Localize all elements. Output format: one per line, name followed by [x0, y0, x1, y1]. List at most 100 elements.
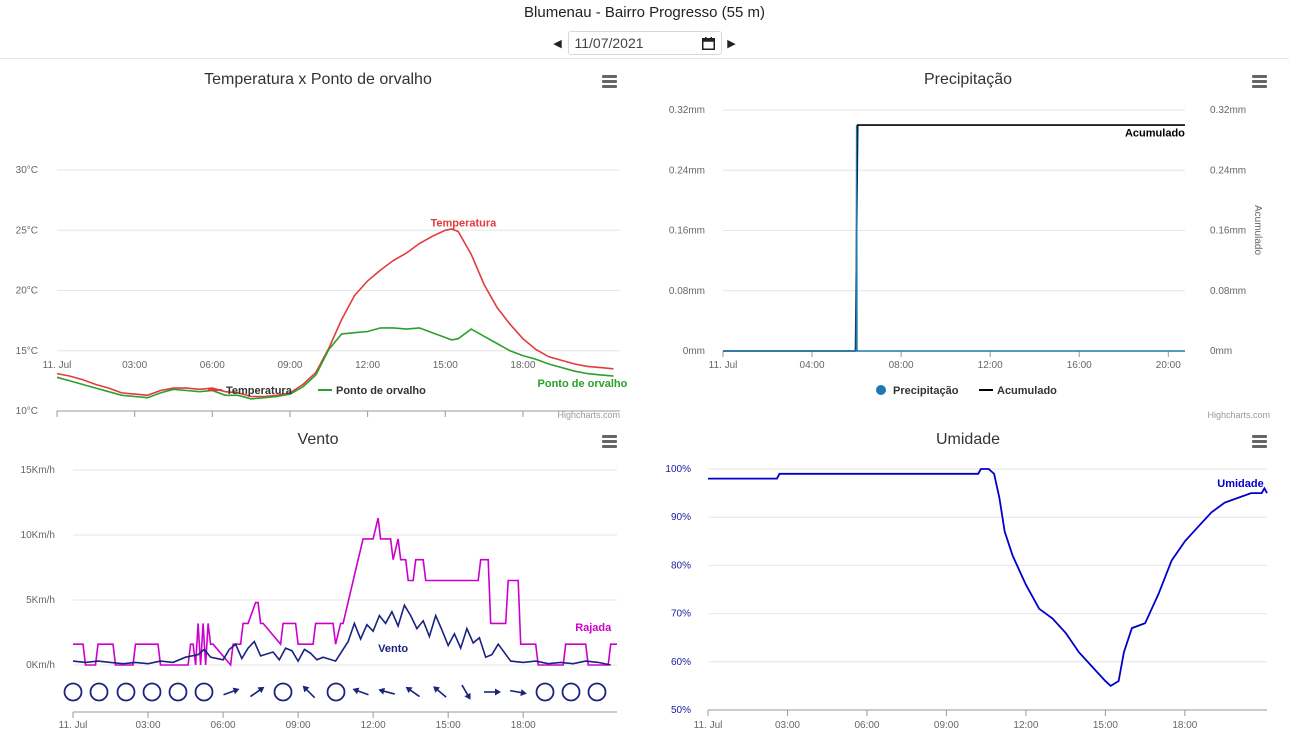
caret-right-icon[interactable]: ▶ [727, 37, 736, 50]
x-tick-label: 12:00 [355, 360, 380, 371]
y2-tick-label: 0mm [1210, 346, 1232, 357]
wind-calm-icon [535, 682, 555, 702]
header-divider [0, 58, 1289, 59]
y-tick-label: 70% [671, 609, 691, 620]
y-tick-label: 0.08mm [669, 286, 705, 297]
x-tick-label: 09:00 [286, 720, 311, 731]
y-tick-label: 25°C [16, 225, 38, 236]
station-title: Blumenau - Bairro Progresso (55 m) [524, 4, 765, 21]
x-tick-label: 06:00 [211, 720, 236, 731]
y-tick-label: 10Km/h [21, 530, 55, 541]
chart-umidade: Umidade 50% 60% 70% 80% 90% 100% 11. Jul 03:00 06… [665, 431, 1268, 731]
x-tick-label: 15:00 [436, 720, 461, 731]
y-tick-label: 5Km/h [26, 595, 55, 606]
caret-left-icon[interactable]: ◀ [553, 37, 562, 50]
y-tick-label: 0.24mm [669, 165, 705, 176]
wind-calm-icon [587, 682, 607, 702]
wind-direction-arrow-icon [461, 684, 471, 700]
hamburger-menu-icon[interactable] [1251, 75, 1269, 91]
arrow-head [232, 687, 240, 695]
series-line-temperatura [56, 228, 614, 398]
x-tick-label: 12:00 [361, 720, 386, 731]
arrow-head [257, 686, 265, 694]
y2-tick-label: 0.32mm [1210, 105, 1246, 116]
series-line-acumulado [723, 124, 1185, 352]
series-line-ponto-orvalho [56, 327, 614, 400]
wind-calm-icon [561, 682, 581, 702]
credits-link: Highcharts.com [1207, 410, 1270, 420]
y2-tick-label: 0.24mm [1210, 165, 1246, 176]
wind-direction-arrow-icon [378, 687, 395, 695]
legend-item: Acumulado [997, 385, 1057, 397]
y-tick-label: 15°C [16, 346, 38, 357]
wind-calm-icon [194, 682, 214, 702]
calendar-icon[interactable] [701, 36, 715, 50]
hamburger-menu-icon[interactable] [601, 75, 619, 91]
y-tick-label: 0.32mm [669, 105, 705, 116]
x-tick-label: 03:00 [775, 720, 800, 731]
y-tick-label: 10°C [16, 406, 38, 417]
x-tick-label: 20:00 [1156, 360, 1181, 371]
arrow-head [378, 687, 386, 695]
arrow-head [520, 689, 527, 696]
y-tick-label: 50% [671, 705, 691, 716]
y-tick-label: 30°C [16, 165, 38, 176]
x-tick-label: 12:00 [1013, 720, 1038, 731]
legend-item: Temperatura [226, 385, 293, 397]
chart-title: Vento [298, 431, 339, 448]
wind-direction-arrow-icon [509, 689, 527, 696]
x-tick-label: 15:00 [433, 360, 458, 371]
credits-link: Highcharts.com [557, 410, 620, 420]
y-tick-label: 0Km/h [26, 660, 55, 671]
wind-direction-arrow-icon [484, 688, 501, 696]
date-input[interactable]: 11/07/2021 [567, 31, 722, 55]
hamburger-menu-icon[interactable] [601, 435, 619, 451]
x-tick-label: 04:00 [800, 360, 825, 371]
wind-direction-arrow-icon [249, 686, 265, 698]
wind-direction-arrow-icon [302, 685, 316, 699]
wind-calm-icon [63, 682, 83, 702]
x-tick-label: 18:00 [510, 360, 535, 371]
date-value: 11/07/2021 [574, 35, 644, 51]
arrow-head [433, 686, 440, 693]
x-tick-label: 15:00 [1093, 720, 1118, 731]
x-tick-label: 18:00 [1172, 720, 1197, 731]
chart-temperatura-ponto-orvalho: Temperatura x Ponto de orvalho 10°C 15°C 20… [16, 71, 628, 420]
wind-direction-arrow-icon [223, 687, 240, 696]
x-tick-label: 06:00 [854, 720, 879, 731]
series-line-umidade [708, 468, 1268, 688]
series-line-vento [72, 603, 611, 666]
chart-vento: Vento 0Km/h 5Km/h 10Km/h 15Km/h 11. Jul 03:00 0… [21, 431, 617, 731]
series-data-label: Temperatura [430, 218, 497, 230]
legend-item: Precipitação [893, 385, 959, 397]
wind-calm-icon [168, 682, 188, 702]
y-tick-label: 100% [665, 464, 691, 475]
x-tick-label: 03:00 [136, 720, 161, 731]
series-data-label: Umidade [1217, 478, 1263, 490]
series-data-label: Rajada [575, 622, 612, 634]
x-tick-label: 11. Jul [709, 360, 738, 371]
x-tick-label: 09:00 [934, 720, 959, 731]
series-data-label: Vento [378, 643, 408, 655]
wind-direction-arrow-icon [352, 687, 369, 696]
date-navigator: ◀ 11/07/2021 ▶ [0, 30, 1289, 56]
chart-title: Temperatura x Ponto de orvalho [204, 71, 432, 88]
y2-axis-label: Acumulado [1252, 205, 1263, 255]
x-tick-label: 11. Jul [694, 720, 723, 731]
x-tick-label: 09:00 [277, 360, 302, 371]
hamburger-menu-icon[interactable] [1251, 435, 1269, 451]
y2-tick-label: 0.08mm [1210, 286, 1246, 297]
wind-direction-arrow-icon [405, 686, 421, 698]
x-tick-label: 11. Jul [59, 720, 88, 731]
x-tick-label: 11. Jul [43, 360, 72, 371]
y-tick-label: 60% [671, 657, 691, 668]
y2-tick-label: 0.16mm [1210, 226, 1246, 237]
arrow-head [352, 687, 360, 695]
x-tick-label: 18:00 [511, 720, 536, 731]
x-tick-label: 16:00 [1067, 360, 1092, 371]
wind-calm-icon [142, 682, 162, 702]
y-tick-label: 80% [671, 560, 691, 571]
arrow-head [495, 688, 501, 696]
wind-direction-arrow-icon [433, 686, 447, 698]
x-tick-label: 06:00 [200, 360, 225, 371]
